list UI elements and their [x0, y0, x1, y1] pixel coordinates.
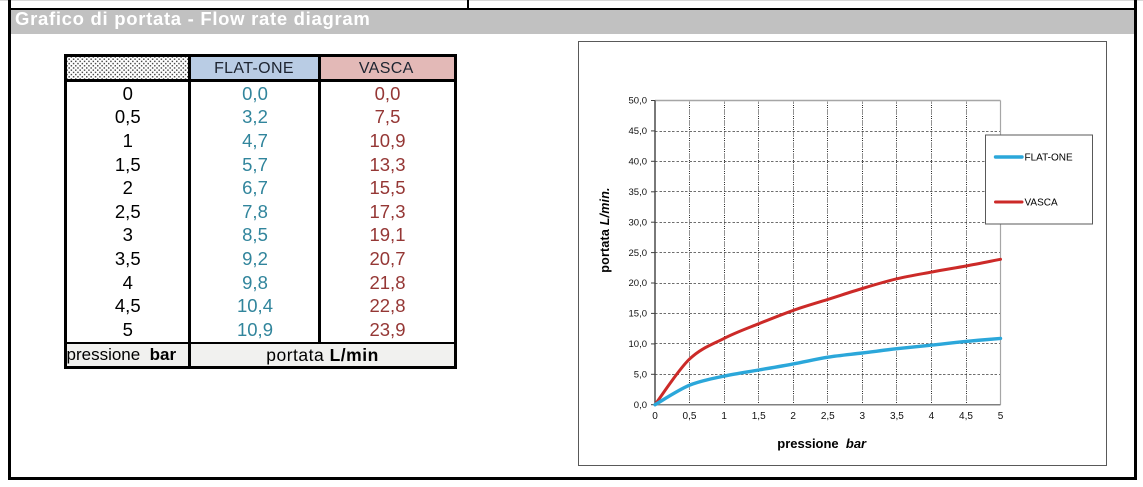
svg-text:50,0: 50,0 — [629, 96, 648, 107]
svg-text:0: 0 — [652, 411, 658, 422]
svg-text:30,0: 30,0 — [629, 217, 648, 228]
svg-text:VASCA: VASCA — [1025, 198, 1058, 209]
svg-text:FLAT-ONE: FLAT-ONE — [1025, 153, 1073, 164]
svg-text:2: 2 — [790, 411, 796, 422]
svg-text:35,0: 35,0 — [629, 187, 648, 198]
svg-text:10,0: 10,0 — [629, 339, 648, 350]
svg-text:5: 5 — [998, 411, 1004, 422]
svg-text:0,5: 0,5 — [683, 411, 697, 422]
svg-text:1,5: 1,5 — [752, 411, 766, 422]
svg-text:15,0: 15,0 — [629, 309, 648, 320]
svg-text:4,5: 4,5 — [959, 411, 973, 422]
svg-text:25,0: 25,0 — [629, 248, 648, 259]
svg-text:20,0: 20,0 — [629, 278, 648, 289]
svg-text:portata L/min.: portata L/min. — [598, 187, 612, 272]
svg-text:1: 1 — [721, 411, 727, 422]
svg-text:2,5: 2,5 — [821, 411, 835, 422]
svg-text:4: 4 — [929, 411, 935, 422]
svg-text:3,5: 3,5 — [890, 411, 904, 422]
svg-text:3: 3 — [860, 411, 866, 422]
svg-text:pressione bar: pressione bar — [777, 436, 867, 451]
svg-text:5,0: 5,0 — [634, 370, 647, 381]
svg-text:40,0: 40,0 — [629, 157, 648, 168]
svg-text:0,0: 0,0 — [634, 400, 647, 411]
svg-text:45,0: 45,0 — [629, 126, 648, 137]
